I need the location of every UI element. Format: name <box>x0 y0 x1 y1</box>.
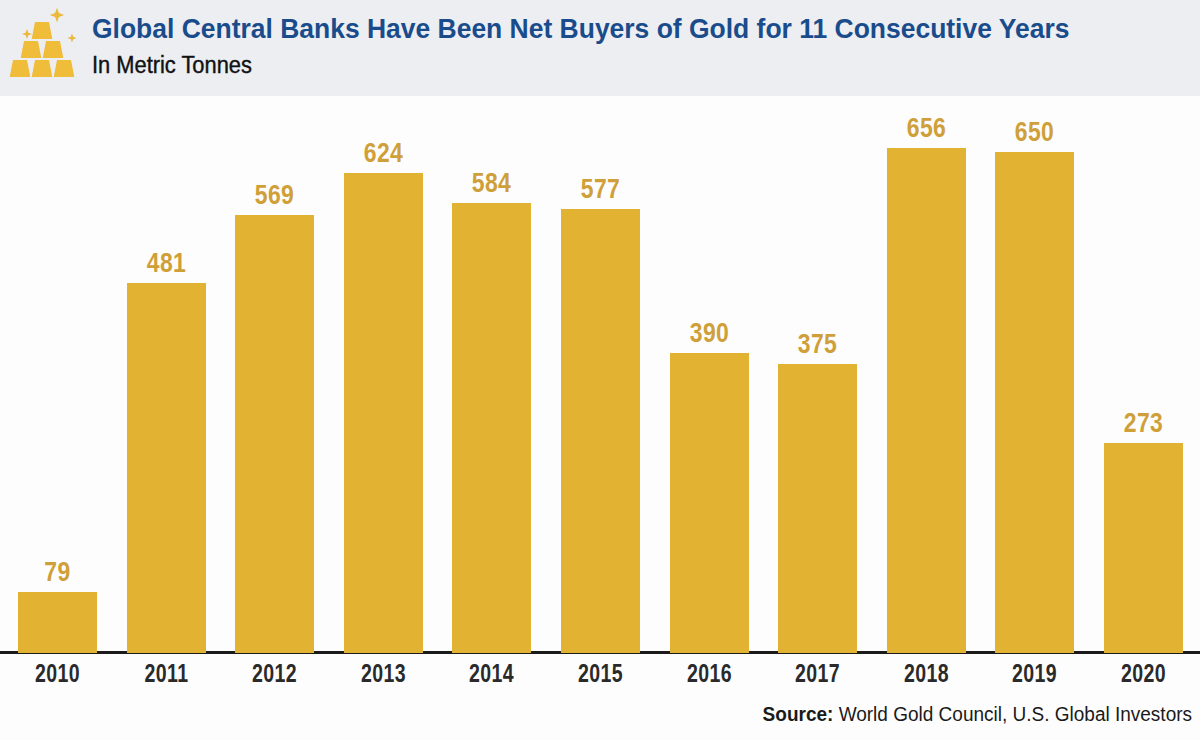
bar-2017 <box>778 364 857 653</box>
year-label-2014: 2014 <box>441 659 542 688</box>
value-label-2017: 375 <box>763 329 873 360</box>
value-label-2014: 584 <box>437 168 547 199</box>
year-label-2017: 2017 <box>767 659 868 688</box>
bar-2011 <box>127 283 206 653</box>
year-label-2010: 2010 <box>7 659 108 688</box>
page-title: Global Central Banks Have Been Net Buyer… <box>92 13 1069 45</box>
bar-2018 <box>887 148 966 653</box>
year-label-2013: 2013 <box>333 659 434 688</box>
source-text: World Gold Council, U.S. Global Investor… <box>833 703 1192 725</box>
value-label-2015: 577 <box>546 174 656 205</box>
year-label-2019: 2019 <box>984 659 1085 688</box>
bar-chart: Source: World Gold Council, U.S. Global … <box>0 96 1200 740</box>
bar-2020 <box>1104 443 1183 653</box>
year-label-2012: 2012 <box>224 659 325 688</box>
bar-2015 <box>561 209 640 653</box>
value-label-2016: 390 <box>655 318 765 349</box>
bar-2014 <box>452 203 531 653</box>
value-label-2018: 656 <box>872 113 982 144</box>
gold-bars-icon <box>8 8 76 80</box>
bar-2016 <box>670 353 749 653</box>
header: Global Central Banks Have Been Net Buyer… <box>0 0 1200 96</box>
source-note: Source: World Gold Council, U.S. Global … <box>763 703 1192 726</box>
bar-2010 <box>18 592 97 653</box>
year-label-2011: 2011 <box>116 659 217 688</box>
value-label-2012: 569 <box>220 180 330 211</box>
year-label-2016: 2016 <box>659 659 760 688</box>
value-label-2019: 650 <box>980 117 1090 148</box>
value-label-2011: 481 <box>112 248 222 279</box>
bar-2013 <box>344 173 423 653</box>
year-label-2018: 2018 <box>876 659 977 688</box>
page-subtitle: In Metric Tonnes <box>92 52 252 79</box>
source-label: Source: <box>763 703 834 725</box>
value-label-2010: 79 <box>3 557 113 588</box>
bar-2019 <box>995 152 1074 653</box>
value-label-2013: 624 <box>329 138 439 169</box>
value-label-2020: 273 <box>1089 408 1199 439</box>
year-label-2020: 2020 <box>1093 659 1194 688</box>
bar-2012 <box>235 215 314 653</box>
year-label-2015: 2015 <box>550 659 651 688</box>
